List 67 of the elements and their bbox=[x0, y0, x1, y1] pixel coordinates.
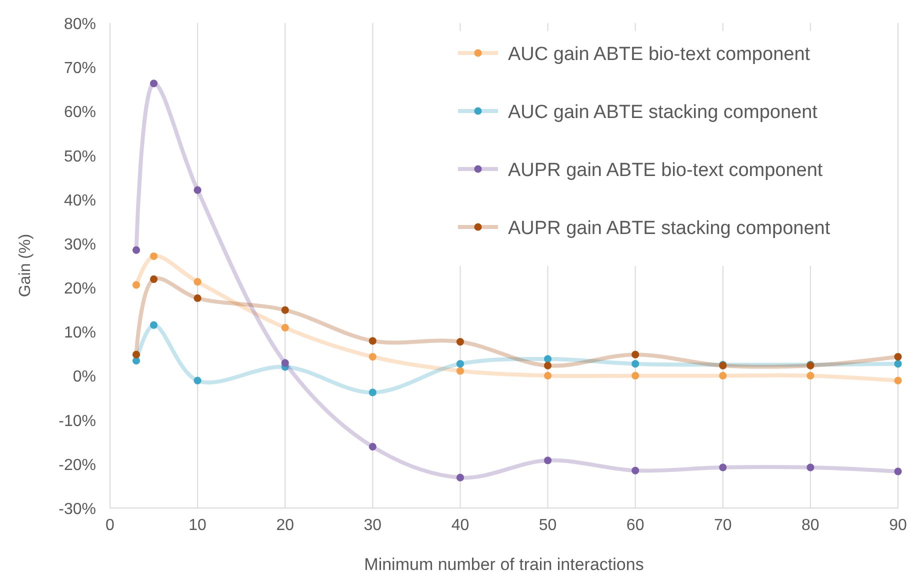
x-tick-label: 50 bbox=[538, 517, 557, 534]
y-tick-label: 80% bbox=[64, 16, 96, 33]
point bbox=[368, 352, 376, 361]
point bbox=[719, 464, 727, 472]
point bbox=[194, 278, 202, 286]
point bbox=[894, 360, 902, 368]
y-tick-label: -30% bbox=[58, 501, 96, 518]
x-tick-label: 0 bbox=[106, 517, 115, 534]
point bbox=[632, 350, 640, 358]
point bbox=[456, 338, 464, 346]
y-tick-label: -10% bbox=[58, 412, 96, 430]
y-tick-label: 20% bbox=[64, 280, 96, 298]
point bbox=[368, 388, 376, 396]
point bbox=[456, 367, 464, 375]
point bbox=[150, 275, 158, 283]
point bbox=[456, 474, 464, 482]
point bbox=[632, 360, 640, 368]
point bbox=[281, 306, 289, 314]
point bbox=[132, 356, 140, 365]
point bbox=[194, 186, 202, 194]
y-tick-label: -20% bbox=[58, 456, 96, 474]
point bbox=[894, 376, 902, 384]
point bbox=[150, 80, 158, 88]
y-axis-title: Gain (%) bbox=[17, 234, 34, 298]
point bbox=[281, 359, 289, 367]
point bbox=[632, 466, 640, 474]
legend-label: AUPR gain ABTE bio-text component bbox=[508, 160, 824, 181]
legend-label: AUC gain ABTE bio-text component bbox=[508, 44, 811, 65]
x-tick-label: 30 bbox=[364, 517, 382, 534]
y-tick-label: 0% bbox=[72, 368, 96, 386]
x-tick-label: 20 bbox=[276, 517, 294, 534]
point bbox=[368, 337, 376, 345]
point bbox=[132, 246, 140, 254]
point bbox=[150, 252, 158, 260]
point bbox=[544, 372, 552, 380]
x-tick-label: 90 bbox=[889, 517, 907, 534]
x-tick-label: 10 bbox=[188, 517, 207, 534]
point bbox=[368, 442, 376, 451]
point bbox=[544, 362, 552, 370]
point bbox=[544, 456, 552, 464]
x-tick-label: 60 bbox=[626, 517, 644, 534]
y-tick-label: 10% bbox=[64, 324, 96, 342]
legend-label: AUC gain ABTE stacking component bbox=[508, 102, 818, 123]
x-tick-label: 80 bbox=[802, 517, 820, 534]
point bbox=[194, 376, 202, 384]
point bbox=[150, 321, 158, 329]
x-tick-label: 70 bbox=[714, 517, 732, 534]
y-tick-label: 70% bbox=[64, 60, 96, 78]
y-tick-label: 50% bbox=[64, 148, 96, 166]
x-tick-label: 40 bbox=[451, 517, 470, 534]
x-axis-title: Minimum number of train interactions bbox=[364, 555, 644, 574]
point bbox=[194, 294, 202, 302]
point bbox=[894, 468, 902, 476]
point bbox=[806, 372, 814, 380]
point bbox=[132, 281, 140, 289]
point bbox=[806, 464, 814, 472]
point bbox=[544, 355, 552, 363]
point bbox=[456, 360, 464, 368]
y-tick-label: 30% bbox=[64, 236, 96, 254]
point bbox=[719, 372, 727, 380]
point bbox=[132, 350, 140, 358]
point bbox=[632, 372, 640, 380]
point bbox=[281, 324, 289, 332]
legend-label: AUPR gain ABTE stacking component bbox=[508, 218, 831, 239]
point bbox=[894, 352, 902, 361]
y-tick-label: 60% bbox=[64, 104, 96, 122]
y-tick-label: 40% bbox=[64, 192, 96, 210]
